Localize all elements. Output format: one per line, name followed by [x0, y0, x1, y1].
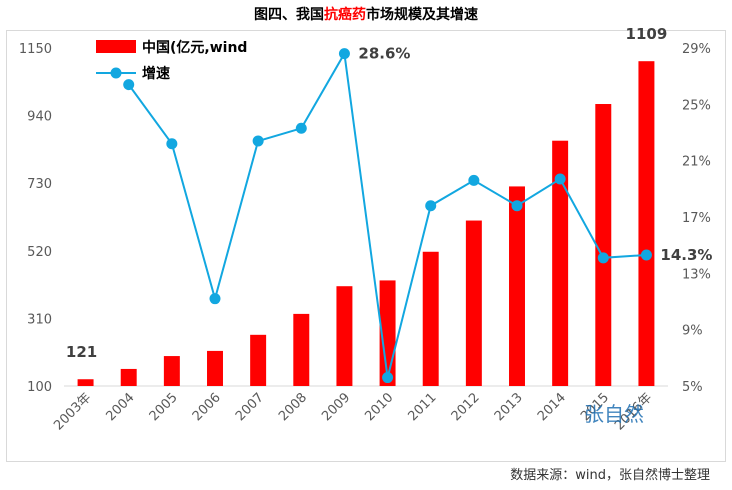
growth-point-1 [123, 79, 135, 91]
x-tick-9: 2012 [449, 390, 483, 424]
growth-point-3 [209, 293, 221, 305]
chart-frame [6, 30, 726, 462]
y-right-tick-6: 29% [682, 42, 711, 57]
bar-10 [509, 186, 525, 386]
x-tick-10: 2013 [492, 390, 526, 424]
y-right-tick-2: 13% [682, 267, 711, 282]
x-tick-8: 2011 [406, 390, 440, 424]
bar-6 [336, 286, 353, 386]
legend-bar-label: 中国(亿元,wind [142, 39, 247, 56]
bar-0 [77, 379, 94, 386]
x-tick-6: 2009 [319, 390, 353, 424]
y-left-tick-4: 940 [27, 110, 52, 125]
x-tick-0: 2003年 [51, 390, 94, 433]
growth-point-2 [166, 138, 178, 150]
y-left-tick-0: 100 [27, 380, 52, 395]
growth-point-12 [597, 252, 609, 264]
x-tick-5: 2008 [276, 390, 310, 424]
x-tick-1: 2004 [104, 390, 138, 424]
legend-bar-swatch [96, 40, 136, 53]
y-left-tick-1: 310 [27, 312, 52, 327]
source-note: 数据来源：wind，张自然博士整理 [510, 468, 710, 483]
y-right-tick-3: 17% [682, 211, 711, 226]
growth-point-7 [382, 372, 394, 384]
data-label-0: 121 [66, 343, 97, 361]
legend-line-label: 增速 [142, 65, 170, 82]
bar-4 [250, 334, 267, 386]
bar-3 [207, 350, 223, 386]
growth-point-4 [252, 135, 264, 147]
data-label-1: 1109 [626, 25, 668, 43]
growth-point-6 [338, 48, 350, 60]
growth-point-13 [640, 249, 652, 261]
x-tick-2: 2005 [147, 390, 181, 424]
y-right-tick-4: 21% [682, 155, 711, 170]
legend-line-marker [110, 67, 122, 79]
y-right-tick-0: 5% [682, 380, 703, 395]
bar-1 [120, 368, 137, 386]
bar-11 [552, 140, 569, 386]
growth-point-8 [425, 200, 437, 212]
title-highlight: 抗癌药 [324, 7, 366, 23]
bar-8 [422, 251, 439, 386]
growth-point-11 [554, 173, 566, 185]
y-left-tick-2: 520 [27, 245, 52, 260]
data-label-3: 14.3% [660, 246, 712, 264]
watermark: 张自然 [584, 402, 644, 426]
x-tick-11: 2014 [535, 390, 569, 424]
bar-12 [595, 104, 612, 387]
x-tick-3: 2006 [190, 390, 224, 424]
y-right-tick-1: 9% [682, 324, 703, 339]
x-tick-7: 2010 [362, 390, 396, 424]
title-after: 市场规模及其增速 [366, 7, 478, 23]
title-before: 图四、我国 [254, 7, 324, 23]
growth-point-9 [468, 174, 480, 186]
y-left-tick-5: 1150 [19, 42, 52, 57]
bar-2 [163, 356, 180, 386]
page-title: 图四、我国抗癌药市场规模及其增速 [0, 4, 732, 24]
y-left-tick-3: 730 [27, 177, 52, 192]
growth-point-5 [295, 122, 307, 134]
bar-9 [465, 220, 482, 386]
y-right-tick-5: 25% [682, 98, 711, 113]
bar-5 [293, 313, 310, 386]
growth-point-10 [511, 200, 523, 212]
data-label-2: 28.6% [358, 45, 410, 63]
x-tick-4: 2007 [233, 390, 267, 424]
bar-13 [638, 61, 655, 387]
